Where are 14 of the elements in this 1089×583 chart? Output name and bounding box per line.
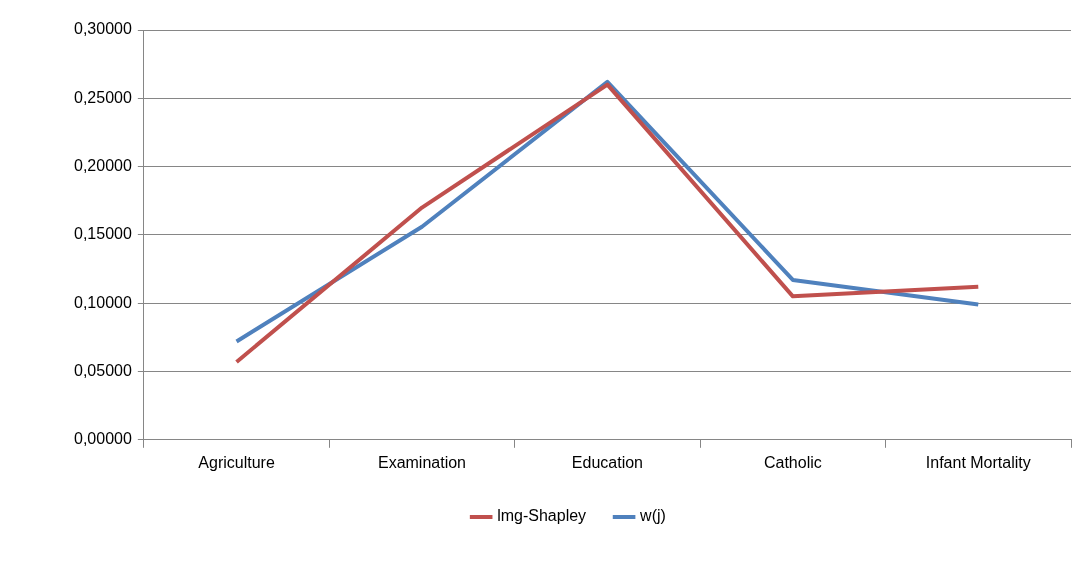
x-tick-label: Agriculture: [198, 453, 275, 471]
x-tick-label: Education: [571, 453, 643, 471]
legend-label: lmg-Shapley: [497, 507, 587, 525]
x-tick-label: Infant Mortality: [925, 453, 1031, 471]
y-tick-label: 0,10000: [73, 293, 132, 311]
legend-label: w(j): [639, 507, 666, 525]
y-tick-label: 0,25000: [73, 88, 132, 106]
y-tick-label: 0,15000: [73, 225, 132, 243]
x-tick-label: Examination: [377, 453, 467, 471]
y-tick-label: 0,30000: [73, 20, 132, 38]
y-tick-label: 0,00000: [73, 430, 132, 448]
x-tick-label: Catholic: [763, 453, 822, 471]
y-tick-label: 0,05000: [73, 361, 132, 379]
y-tick-label: 0,20000: [73, 157, 132, 175]
